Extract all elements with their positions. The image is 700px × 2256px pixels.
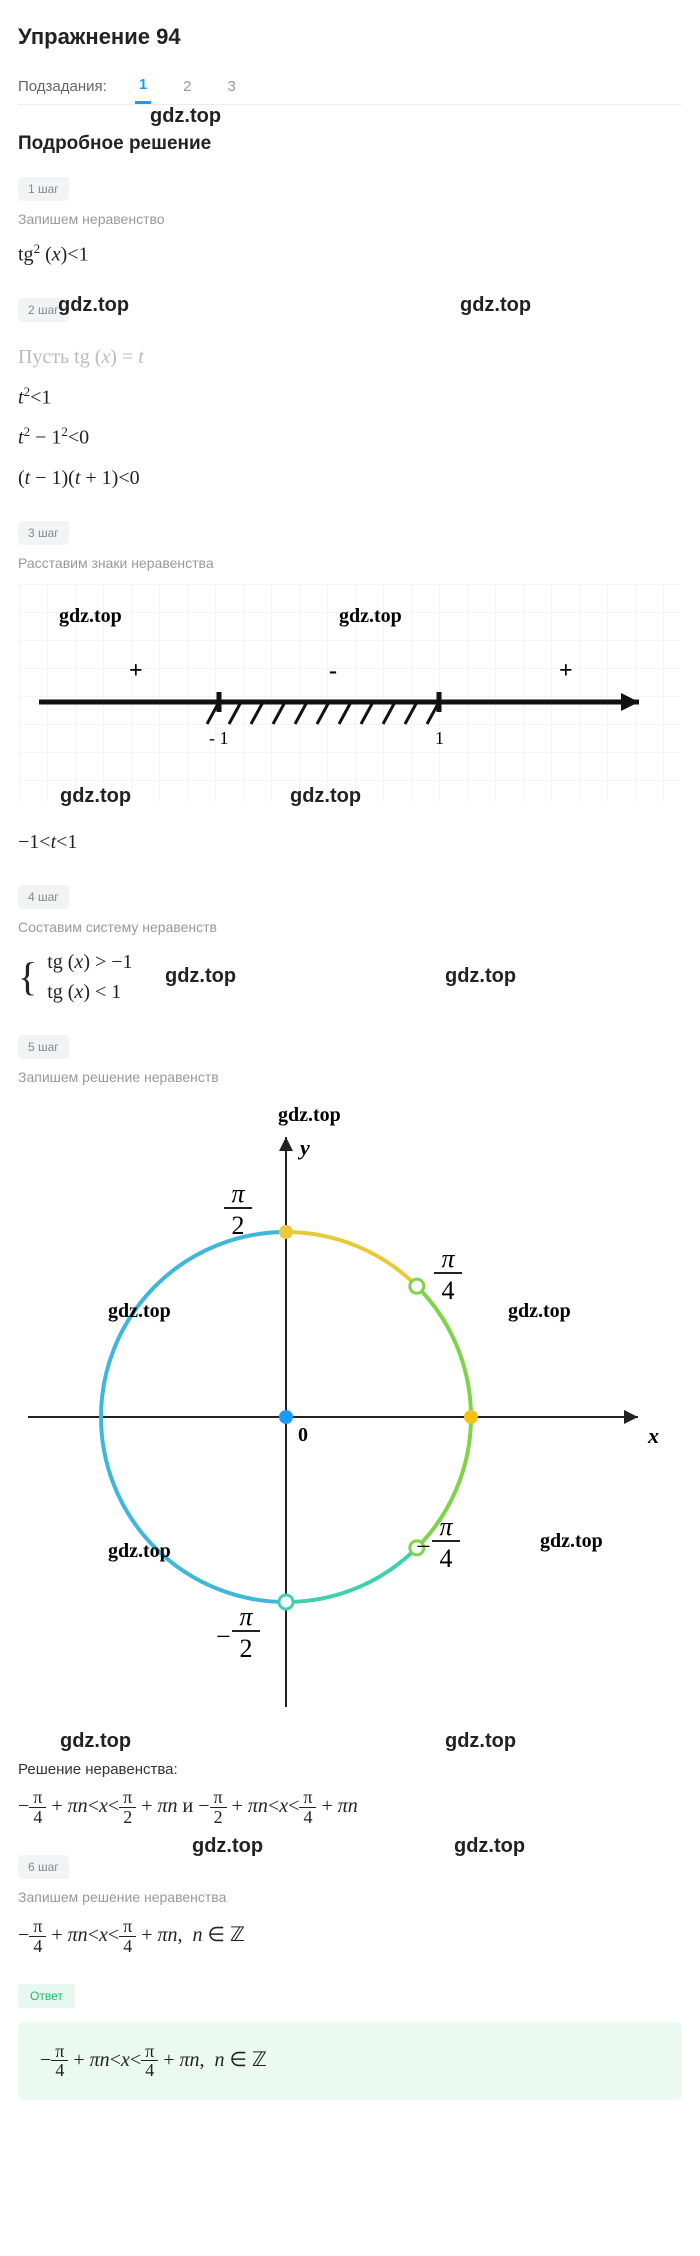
step-description: Запишем решение неравенств [18,1069,682,1085]
svg-text:π: π [239,1602,253,1631]
math-expression: −1<t<1 [18,827,682,857]
solution-title: Подробное решение [18,133,682,155]
step-block: 5 шагЗапишем решение неравенств0xyπ2π4− … [18,1035,682,1827]
step-description: Запишем решение неравенства [18,1889,682,1905]
subtasks-label: Подзадания: [18,78,107,95]
svg-text:1: 1 [435,728,444,748]
svg-text:gdz.top: gdz.top [108,1300,171,1322]
svg-text:y: y [297,1135,310,1160]
text-label: Решение неравенства: [18,1761,682,1778]
step-block: 4 шаг Составим систему неравенств {tg (x) … [18,885,682,1007]
math-expression: t2<1 [18,382,682,413]
step-block: 2 шаг Пусть tg (x) = t t2<1 t2 − 12<0 (t − 1… [18,298,682,493]
step-badge: 6 шаг [18,1855,69,1879]
svg-text:-: - [329,658,337,684]
math-expression: −π4 + πn<x<π4 + πn, n ∈ ℤ [18,1917,682,1956]
step-block: 6 шаг Запишем решение неравенства −π4 + πn… [18,1855,682,1956]
svg-text:gdz.top: gdz.top [508,1300,571,1322]
step-description: Запишем неравенство [18,211,682,227]
unit-circle-diagram: 0xyπ2π4− π4− π2gdz.topgdz.topgdz.topgdz.… [18,1097,682,1737]
svg-text:gdz.top: gdz.top [59,605,122,627]
svg-text:π: π [231,1179,245,1208]
system-of-equations: {tg (x) > −1tg (x) < 1 [18,947,682,1007]
step-badge: 4 шаг [18,885,69,909]
svg-text:2: 2 [240,1634,253,1663]
number-line-diagram: - 1 1 + - + gdz.top gdz.top [18,583,682,803]
svg-text:x: x [647,1423,659,1448]
svg-text:4: 4 [442,1276,455,1305]
answer-label: Ответ [18,1984,75,2008]
svg-text:π: π [441,1244,455,1273]
step-block: 1 шаг Запишем неравенство tg2 (x)<1 [18,177,682,270]
step-description: Составим систему неравенств [18,919,682,935]
svg-text:0: 0 [298,1424,308,1446]
step-badge: 1 шаг [18,177,69,201]
math-expression: Пусть tg (x) = t [18,342,682,372]
math-expression: t2 − 12<0 [18,422,682,453]
svg-text:π: π [439,1512,453,1541]
svg-text:gdz.top: gdz.top [108,1540,171,1562]
tab-3[interactable]: 3 [224,70,240,103]
svg-text:gdz.top: gdz.top [278,1104,341,1126]
math-expression: tg2 (x)<1 [18,239,682,270]
tab-2[interactable]: 2 [179,70,195,103]
step-block: 3 шаг Расставим знаки неравенства - 1 1 + - + g… [18,521,682,857]
math-expression: −π4 + πn<x<π2 + πn и −π2 + πn<x<π4 + πn [18,1788,682,1827]
svg-text:4: 4 [440,1544,453,1573]
step-badge: 2 шаг [18,298,69,322]
svg-text:gdz.top: gdz.top [339,605,402,627]
svg-text:+: + [129,658,143,684]
svg-text:−: − [216,1622,231,1651]
step-badge: 5 шаг [18,1035,69,1059]
math-expression: (t − 1)(t + 1)<0 [18,463,682,493]
step-badge: 3 шаг [18,521,69,545]
tab-1[interactable]: 1 [135,68,151,104]
svg-text:gdz.top: gdz.top [540,1530,603,1552]
step-description: Расставим знаки неравенства [18,555,682,571]
svg-text:−: − [416,1532,431,1561]
answer-box: −π4 + πn<x<π4 + πn, n ∈ ℤ [18,2022,682,2101]
svg-text:2: 2 [232,1211,245,1240]
subtasks-tabs: Подзадания: 123 [18,68,682,105]
svg-text:+: + [559,658,573,684]
page-title: Упражнение 94 [18,24,682,50]
svg-text:- 1: - 1 [209,728,229,748]
